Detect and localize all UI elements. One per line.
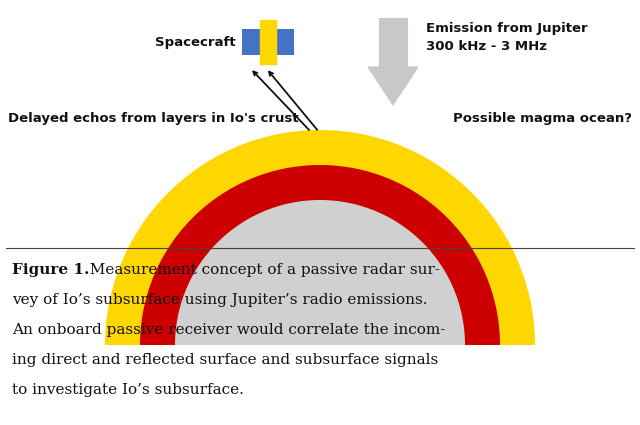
Text: An onboard passive receiver would correlate the incom-: An onboard passive receiver would correl… <box>12 323 445 337</box>
Text: Emission from Jupiter: Emission from Jupiter <box>426 22 588 34</box>
Text: Delayed echos from layers in Io's crust: Delayed echos from layers in Io's crust <box>8 111 299 125</box>
Text: Possible magma ocean?: Possible magma ocean? <box>453 111 632 125</box>
Text: to investigate Io’s subsurface.: to investigate Io’s subsurface. <box>12 383 244 397</box>
Bar <box>105 345 535 425</box>
Text: Measurement concept of a passive radar sur-: Measurement concept of a passive radar s… <box>80 263 440 277</box>
Text: Spacecraft: Spacecraft <box>156 36 236 48</box>
Polygon shape <box>368 67 418 105</box>
Bar <box>242 29 260 55</box>
Text: 300 kHz - 3 MHz: 300 kHz - 3 MHz <box>426 40 547 53</box>
Bar <box>276 29 294 55</box>
Bar <box>379 18 407 67</box>
Text: ing direct and reflected surface and subsurface signals: ing direct and reflected surface and sub… <box>12 353 438 367</box>
Polygon shape <box>175 200 465 345</box>
Text: vey of Io’s subsurface using Jupiter’s radio emissions.: vey of Io’s subsurface using Jupiter’s r… <box>12 293 428 307</box>
Polygon shape <box>140 165 500 345</box>
Polygon shape <box>105 130 535 345</box>
Bar <box>260 20 276 64</box>
Text: Figure 1.: Figure 1. <box>12 263 90 277</box>
